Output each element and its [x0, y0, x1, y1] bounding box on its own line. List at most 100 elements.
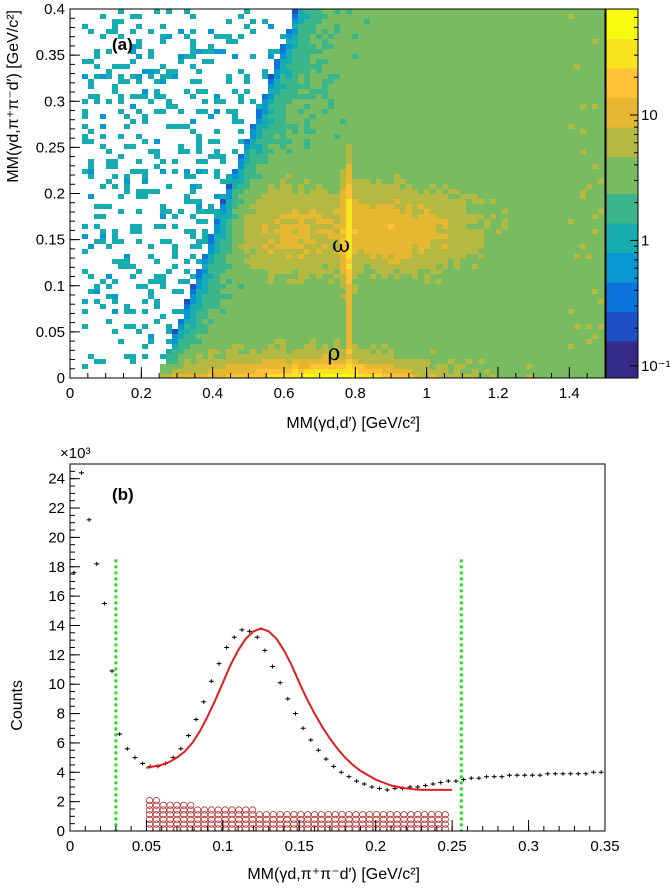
heatmap-cell [202, 99, 208, 104]
heatmap-cell [400, 309, 406, 314]
heatmap-cell [388, 224, 394, 229]
heatmap-cell [580, 184, 586, 189]
heatmap-cell [430, 19, 436, 24]
heatmap-cell [526, 89, 532, 94]
heatmap-cell [502, 264, 508, 269]
heatmap-cell [592, 139, 598, 144]
heatmap-cell [574, 64, 580, 69]
heatmap-cell [520, 139, 526, 144]
heatmap-cell [598, 194, 604, 199]
heatmap-cell [358, 34, 364, 39]
heatmap-cell [226, 259, 232, 264]
heatmap-cell [232, 299, 238, 304]
heatmap-cell [316, 124, 322, 129]
heatmap-cell [178, 279, 184, 284]
heatmap-cell [442, 184, 448, 189]
heatmap-cell [82, 309, 88, 314]
heatmap-cell [316, 344, 322, 349]
heatmap-cell [112, 294, 118, 299]
heatmap-cell [550, 349, 556, 354]
heatmap-cell [448, 179, 454, 184]
heatmap-cell [412, 54, 418, 59]
heatmap-cell [532, 329, 538, 334]
heatmap-cell [274, 314, 280, 319]
heatmap-cell [430, 249, 436, 254]
heatmap-cell [490, 84, 496, 89]
heatmap-cell [412, 269, 418, 274]
heatmap-cell [298, 304, 304, 309]
heatmap-cell [424, 294, 430, 299]
heatmap-cell [280, 274, 286, 279]
heatmap-cell [352, 124, 358, 129]
heatmap-cell [472, 204, 478, 209]
heatmap-cell [328, 74, 334, 79]
heatmap-cell [388, 184, 394, 189]
heatmap-cell [586, 39, 592, 44]
heatmap-cell [538, 24, 544, 29]
heatmap-cell [532, 184, 538, 189]
heatmap-cell [280, 244, 286, 249]
heatmap-cell [364, 84, 370, 89]
heatmap-cell [88, 59, 94, 64]
heatmap-cell [484, 229, 490, 234]
heatmap-cell [598, 339, 604, 344]
heatmap-cell [106, 49, 112, 54]
heatmap-cell [274, 84, 280, 89]
heatmap-cell [520, 354, 526, 359]
heatmap-cell [592, 264, 598, 269]
heatmap-cell [532, 119, 538, 124]
heatmap-cell [184, 314, 190, 319]
heatmap-cell [538, 209, 544, 214]
heatmap-cell [244, 209, 250, 214]
heatmap-cell [412, 279, 418, 284]
heatmap-cell [298, 354, 304, 359]
heatmap-cell [460, 214, 466, 219]
heatmap-cell [328, 319, 334, 324]
heatmap-cell [478, 24, 484, 29]
heatmap-cell [442, 84, 448, 89]
heatmap-cell [262, 339, 268, 344]
heatmap-cell [580, 214, 586, 219]
heatmap-cell [274, 304, 280, 309]
heatmap-cell [82, 224, 88, 229]
heatmap-cell [562, 89, 568, 94]
heatmap-cell [460, 264, 466, 269]
heatmap-cell [460, 224, 466, 229]
heatmap-cell [244, 279, 250, 284]
heatmap-cell [286, 154, 292, 159]
heatmap-cell [220, 34, 226, 39]
heatmap-cell [538, 219, 544, 224]
heatmap-cell [364, 274, 370, 279]
heatmap-cell [568, 154, 574, 159]
heatmap-cell [250, 224, 256, 229]
heatmap-cell [562, 179, 568, 184]
heatmap-cell [556, 129, 562, 134]
heatmap-cell [340, 89, 346, 94]
heatmap-cell [478, 174, 484, 179]
heatmap-cell [418, 204, 424, 209]
heatmap-cell [352, 289, 358, 294]
heatmap-cell [130, 59, 136, 64]
heatmap-cell [172, 74, 178, 79]
heatmap-cell [460, 364, 466, 369]
heatmap-cell [526, 264, 532, 269]
heatmap-cell [106, 284, 112, 289]
heatmap-cell [556, 349, 562, 354]
heatmap-cell [268, 249, 274, 254]
heatmap-cell [448, 174, 454, 179]
heatmap-cell [220, 279, 226, 284]
heatmap-cell [394, 179, 400, 184]
heatmap-cell [538, 194, 544, 199]
heatmap-cell [580, 359, 586, 364]
heatmap-cell [334, 279, 340, 284]
heatmap-cell [184, 269, 190, 274]
heatmap-cell [592, 159, 598, 164]
heatmap-cell [568, 269, 574, 274]
heatmap-cell [556, 169, 562, 174]
heatmap-cell [364, 304, 370, 309]
heatmap-cell [592, 254, 598, 259]
heatmap-cell [310, 354, 316, 359]
heatmap-cell [472, 54, 478, 59]
heatmap-cell [418, 34, 424, 39]
heatmap-cell [376, 89, 382, 94]
